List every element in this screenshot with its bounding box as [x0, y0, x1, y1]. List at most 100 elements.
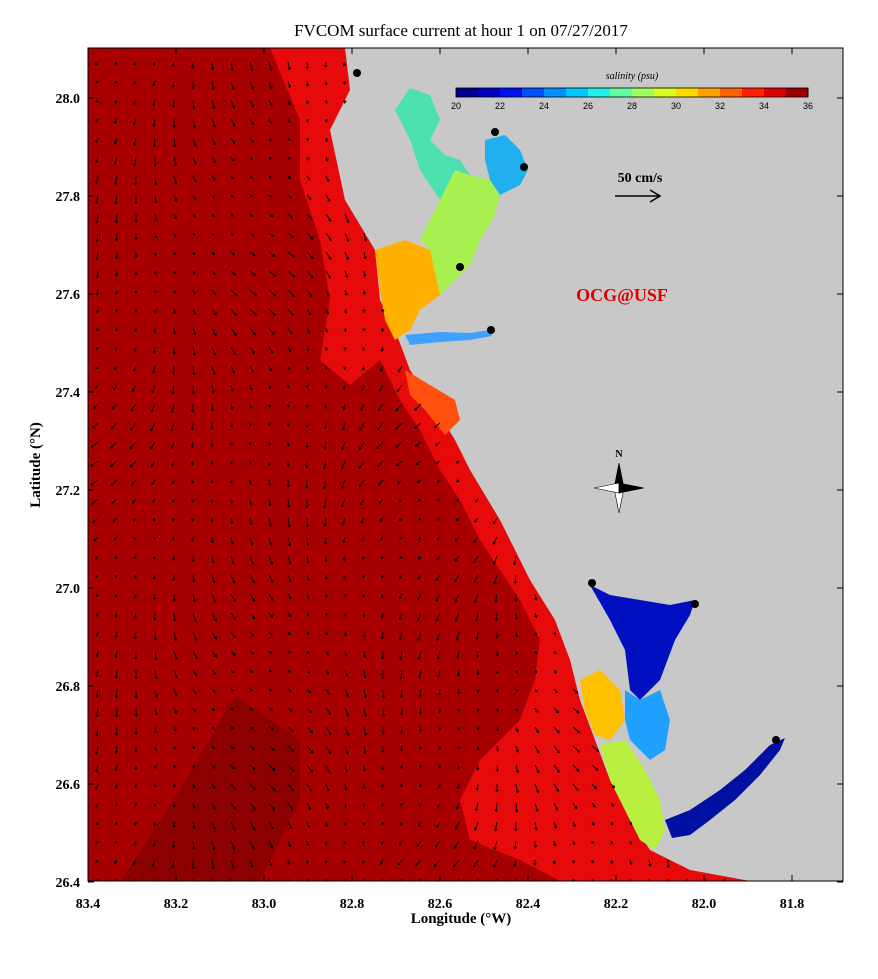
current-arrow-icon — [515, 802, 518, 813]
current-arrow-head-icon — [152, 62, 156, 67]
current-arrow-head-icon — [170, 410, 175, 414]
current-arrow-head-icon — [248, 442, 252, 446]
current-arrow-head-icon — [288, 561, 292, 565]
current-arrow-icon — [325, 232, 332, 241]
current-arrow-icon — [287, 593, 292, 600]
current-arrow-icon — [173, 840, 175, 848]
current-arrow-icon — [192, 840, 195, 849]
current-arrow-head-icon — [154, 694, 159, 698]
map-plot-area — [88, 48, 843, 885]
current-arrow-head-icon — [133, 163, 137, 167]
current-arrow-icon — [192, 612, 197, 622]
current-arrow-head-icon — [153, 617, 157, 621]
current-arrow-head-icon — [173, 234, 177, 238]
current-arrow-icon — [534, 783, 539, 793]
current-arrow-icon — [96, 213, 99, 223]
watermark-label: OCG@USF — [576, 285, 668, 305]
current-arrow-head-icon — [555, 710, 559, 714]
current-arrow-head-icon — [305, 138, 310, 142]
current-arrow-icon — [154, 707, 158, 716]
current-arrow-head-icon — [454, 618, 459, 623]
current-arrow-head-icon — [593, 786, 597, 790]
current-arrow-head-icon — [132, 882, 134, 885]
current-arrow-head-icon — [495, 768, 500, 773]
current-arrow-head-icon — [231, 232, 235, 236]
current-arrow-icon — [325, 745, 331, 754]
current-arrow-head-icon — [249, 522, 253, 526]
current-arrow-icon — [249, 118, 254, 125]
current-arrow-icon — [399, 612, 403, 620]
current-arrow-head-icon — [174, 180, 178, 185]
current-arrow-icon — [436, 631, 441, 641]
current-arrow-head-icon — [114, 238, 119, 242]
current-arrow-icon — [515, 783, 519, 793]
current-arrow-head-icon — [131, 500, 135, 504]
current-arrow-head-icon — [133, 348, 137, 353]
current-arrow-head-icon — [95, 99, 99, 104]
salinity-colorbar: salinity (psu) 20 22 24 26 28 30 32 34 3… — [451, 71, 813, 111]
current-arrow-head-icon — [513, 846, 518, 850]
x-tick-label: 82.0 — [692, 897, 717, 912]
current-arrow-icon — [399, 631, 403, 640]
current-arrow-icon — [475, 802, 479, 811]
current-arrow-icon — [363, 650, 366, 658]
current-arrow-icon — [153, 118, 156, 127]
current-arrow-head-icon — [129, 464, 134, 468]
current-arrow-icon — [249, 80, 254, 90]
current-arrow-head-icon — [192, 233, 196, 237]
current-arrow-head-icon — [229, 424, 234, 429]
current-arrow-head-icon — [211, 866, 215, 870]
current-arrow-icon — [173, 365, 175, 375]
current-arrow-head-icon — [454, 538, 458, 542]
current-arrow-head-icon — [473, 539, 477, 544]
current-arrow-head-icon — [288, 579, 292, 583]
current-arrow-head-icon — [211, 252, 215, 256]
current-arrow-head-icon — [455, 498, 460, 502]
current-arrow-icon — [192, 593, 196, 603]
current-arrow-head-icon — [154, 730, 158, 734]
current-arrow-head-icon — [345, 256, 350, 261]
current-arrow-icon — [154, 669, 158, 679]
current-arrow-icon — [456, 631, 460, 641]
current-arrow-icon — [306, 707, 312, 714]
current-arrow-head-icon — [114, 309, 119, 313]
current-arrow-icon — [268, 289, 277, 297]
current-arrow-icon — [362, 878, 365, 881]
current-arrow-head-icon — [231, 252, 236, 256]
current-arrow-head-icon — [343, 805, 348, 809]
current-arrow-head-icon — [172, 331, 177, 335]
y-tick-label: 27.0 — [56, 582, 81, 597]
current-arrow-head-icon — [192, 214, 196, 218]
current-arrow-head-icon — [230, 67, 235, 72]
current-arrow-head-icon — [590, 860, 595, 864]
current-arrow-head-icon — [417, 637, 421, 642]
current-arrow-head-icon — [133, 61, 137, 66]
current-arrow-head-icon — [273, 293, 277, 297]
current-arrow-icon — [172, 859, 175, 868]
current-arrow-icon — [494, 821, 498, 831]
current-arrow-head-icon — [358, 484, 362, 488]
current-arrow-head-icon — [397, 862, 401, 866]
current-arrow-head-icon — [94, 556, 98, 560]
current-arrow-head-icon — [134, 272, 138, 276]
current-arrow-head-icon — [417, 823, 421, 828]
current-arrow-head-icon — [344, 787, 348, 791]
current-arrow-head-icon — [269, 120, 273, 125]
current-arrow-icon — [325, 783, 330, 792]
current-arrow-head-icon — [192, 746, 196, 750]
current-arrow-icon — [344, 650, 348, 657]
current-arrow-head-icon — [342, 386, 347, 391]
current-arrow-head-icon — [435, 557, 440, 561]
current-arrow-icon — [192, 802, 196, 809]
current-arrow-head-icon — [306, 632, 310, 636]
current-arrow-head-icon — [133, 615, 137, 620]
current-arrow-icon — [268, 536, 272, 546]
current-arrow-icon — [456, 802, 460, 810]
current-arrow-icon — [495, 878, 498, 881]
current-arrow-icon — [95, 783, 99, 790]
current-arrow-icon — [306, 821, 310, 828]
current-arrow-head-icon — [399, 766, 404, 770]
current-arrow-icon — [150, 460, 156, 468]
current-arrow-head-icon — [307, 670, 311, 674]
current-arrow-icon — [306, 783, 312, 792]
